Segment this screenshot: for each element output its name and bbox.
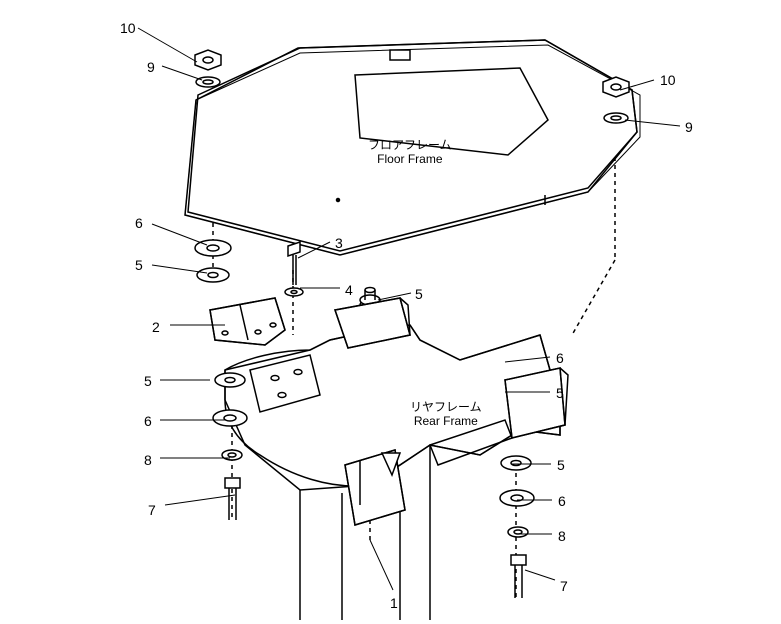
callout-5: 5 [415,286,423,302]
callout-6: 6 [558,493,566,509]
callout-9: 9 [685,119,693,135]
callout-6: 6 [556,350,564,366]
frame-label: フロアフレームFloor Frame [368,138,452,167]
callout-5: 5 [144,373,152,389]
callout-2: 2 [152,319,160,335]
callout-8: 8 [144,452,152,468]
callout-1: 1 [390,595,398,611]
bracket2 [210,298,285,345]
callout-6: 6 [144,413,152,429]
callout-5: 5 [135,257,143,273]
callout-10: 10 [660,72,676,88]
callout-9: 9 [147,59,155,75]
callout-3: 3 [335,235,343,251]
fastener-stack-right [500,456,534,598]
washers-left-upper [195,240,231,282]
callout-5: 5 [556,385,564,401]
callout-7: 7 [148,502,156,518]
exploded-diagram [0,0,781,624]
nut-washer-tl [195,50,221,87]
callout-6: 6 [135,215,143,231]
callout-5: 5 [557,457,565,473]
callout-8: 8 [558,528,566,544]
frame-label: リヤフレームRear Frame [410,400,482,429]
callout-4: 4 [345,282,353,298]
callout-7: 7 [560,578,568,594]
callout-10: 10 [120,20,136,36]
